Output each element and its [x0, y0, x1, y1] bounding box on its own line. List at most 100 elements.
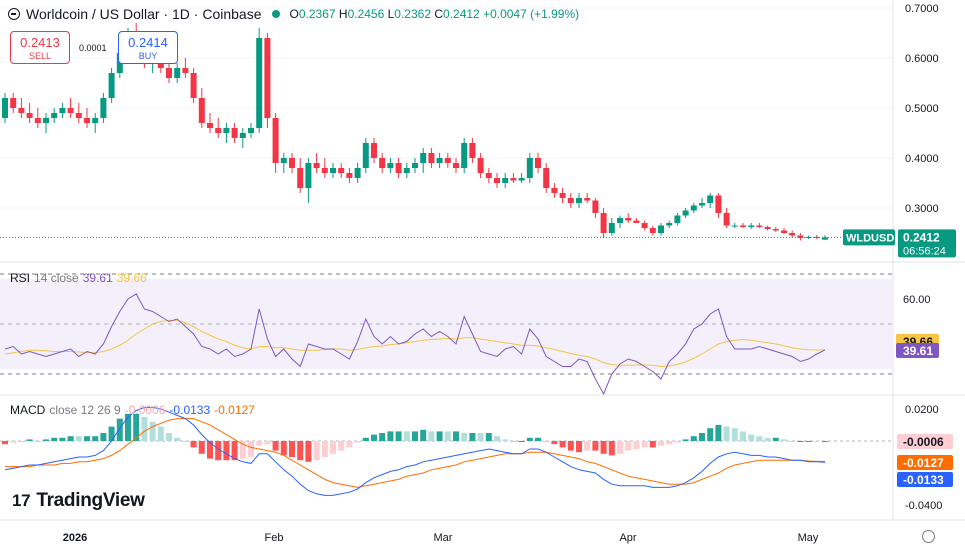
candle-body — [34, 118, 41, 123]
macd-histogram-bar — [600, 441, 607, 454]
sell-button[interactable]: 0.2413 SELL — [10, 31, 70, 64]
macd-line — [4, 406, 826, 496]
candle-body — [330, 168, 336, 173]
candle-body — [166, 68, 172, 78]
last-price-label: 0.2412 — [903, 230, 940, 244]
macd-histogram-bar — [625, 441, 632, 451]
macd-histogram-bar — [215, 441, 222, 461]
candle-body — [551, 188, 558, 193]
candle-body — [354, 168, 361, 178]
macd-histogram-bar — [182, 441, 189, 442]
macd-histogram-bar — [674, 441, 681, 443]
candle-body — [723, 213, 730, 226]
macd-histogram-bar — [92, 436, 99, 441]
macd-histogram-bar — [264, 441, 271, 445]
macd-histogram-bar — [485, 433, 492, 441]
macd-histogram-bar — [26, 439, 33, 441]
candle-body — [592, 200, 599, 213]
candle-body — [781, 230, 787, 233]
macd-legend[interactable]: MACD close 12 26 9 -0.0006 -0.0133 -0.0127 — [10, 403, 255, 417]
rsi-legend-value: 39.61 — [82, 271, 113, 285]
candle-body — [403, 168, 410, 173]
candle-body — [485, 173, 492, 178]
macd-title: MACD — [10, 403, 46, 417]
time-axis-label: May — [798, 532, 819, 544]
symbol-title[interactable]: Worldcoin / US Dollar · 1D · Coinbase — [26, 6, 262, 22]
candle-body — [444, 158, 451, 163]
price-axis-label: 0.6000 — [905, 53, 939, 65]
macd-histogram-bar — [822, 441, 828, 442]
candle-body — [182, 68, 189, 73]
macd-histogram-bar — [772, 437, 779, 441]
candle-body — [567, 198, 574, 203]
candle-body — [338, 168, 345, 173]
settings-gear-icon[interactable] — [922, 530, 935, 543]
candle-body — [297, 168, 304, 188]
macd-histogram-bar — [731, 428, 738, 441]
candle-body — [387, 163, 394, 168]
candle-body — [584, 198, 591, 201]
macd-histogram-bar — [477, 433, 484, 441]
candle-body — [502, 178, 509, 183]
close-value: 0.2412 — [443, 7, 480, 21]
macd-histogram-bar — [461, 433, 468, 441]
macd-histogram-bar — [567, 441, 574, 451]
candle-body — [18, 108, 25, 113]
macd-histogram-bar — [157, 426, 164, 441]
candle-body — [797, 235, 804, 238]
rsi-title: RSI — [10, 271, 31, 285]
candle-body — [289, 158, 295, 168]
candle-body — [412, 163, 418, 168]
low-value: 0.2362 — [394, 7, 431, 21]
macd-histogram-bar — [354, 441, 361, 443]
macd-histogram-bar — [649, 441, 656, 448]
macd-signal-line — [5, 418, 825, 488]
time-axis-label: Mar — [434, 532, 453, 544]
macd-histogram-bar — [813, 441, 820, 442]
macd-histogram-bar — [428, 431, 435, 441]
macd-histogram-bar — [256, 441, 263, 446]
macd-histogram-bar — [699, 433, 705, 441]
macd-histogram-bar — [18, 441, 25, 442]
macd-histogram-bar — [223, 441, 230, 461]
candle-body — [748, 225, 755, 227]
macd-histogram-bar — [116, 418, 123, 441]
tradingview-logo[interactable]: 17 TradingView — [12, 490, 145, 512]
macd-histogram-bar — [535, 437, 541, 441]
macd-histogram-bar — [108, 426, 115, 441]
candle-body — [625, 218, 632, 221]
macd-histogram-bar — [797, 441, 804, 442]
rsi-axis-value: 39.61 — [903, 344, 933, 358]
candle-body — [510, 178, 517, 181]
worldcoin-icon — [8, 8, 20, 20]
time-axis-label: 2026 — [63, 532, 87, 544]
rsi-axis-label: 60.00 — [903, 294, 931, 306]
macd-hist-legend-value: -0.0006 — [124, 403, 166, 417]
macd-histogram-bar — [190, 441, 197, 448]
macd-histogram-bar — [707, 428, 714, 441]
macd-histogram-bar — [280, 441, 287, 456]
macd-histogram-bar — [805, 441, 812, 442]
macd-histogram-bar — [59, 437, 66, 441]
candle-body — [477, 158, 484, 173]
market-status-dot — [271, 10, 280, 18]
candle-body — [772, 229, 779, 231]
macd-histogram-bar — [387, 431, 394, 441]
candle-body — [256, 38, 263, 128]
candle-body — [395, 163, 402, 173]
candle-body — [272, 118, 279, 163]
price-axis-label: 0.4000 — [905, 153, 939, 165]
macd-hist-value-bg — [897, 434, 953, 449]
macd-histogram-bar — [436, 431, 443, 441]
rsi-legend[interactable]: RSI 14 close 39.61 39.66 — [10, 271, 147, 285]
candle-body — [231, 128, 238, 138]
buy-button[interactable]: 0.2414 BUY — [118, 31, 178, 64]
candle-body — [10, 98, 17, 108]
macd-histogram-bar — [34, 441, 41, 442]
macd-histogram-bar — [313, 441, 320, 461]
macd-histogram-bar — [551, 441, 558, 445]
candle-body — [805, 237, 812, 238]
buy-price: 0.2414 — [128, 35, 168, 50]
macd-histogram-bar — [231, 441, 238, 461]
